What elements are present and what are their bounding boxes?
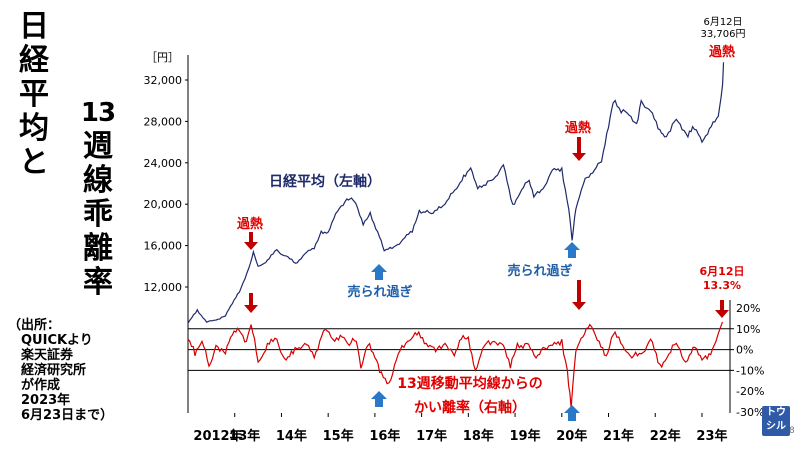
page-number: 8: [789, 426, 795, 436]
right-tick-label: -30%: [736, 406, 764, 419]
annotation-arrows: [244, 137, 729, 421]
x-tick-label: 16年: [369, 428, 400, 444]
annotation-dev-value: 13.3%: [703, 279, 741, 292]
deviation-series-label-1: 13週移動平均線からの: [397, 375, 542, 392]
arrow-overheat-2013-lower-head: [244, 305, 258, 313]
arrow-oversold-2016-lower: [375, 399, 383, 407]
title-char: 均: [19, 111, 49, 146]
x-tick-label: 2012年: [193, 428, 242, 444]
x-tick-label: 17年: [416, 428, 447, 444]
annotation-oversold-2016: 売られ過ぎ: [347, 284, 412, 300]
left-tick-label: 32,000: [144, 74, 183, 87]
annotation-overheat-2013: 過熱: [236, 216, 263, 232]
right-tick-label: 10%: [736, 323, 760, 336]
deviation-line: [187, 321, 724, 408]
left-tick-label: 28,000: [144, 115, 183, 128]
arrow-oversold-2020-lower: [568, 413, 576, 421]
arrow-oversold-2016-upper: [375, 272, 383, 280]
arrow-overheat-2020-upper-head: [572, 153, 586, 161]
arrow-overheat-2020-lower-head: [572, 302, 586, 310]
arrow-overheat-2013-upper-head: [244, 242, 258, 250]
right-tick-label: 20%: [736, 302, 760, 315]
right-tick-label: -10%: [736, 364, 764, 377]
x-tick-label: 13年: [229, 428, 260, 444]
title-char: 線: [83, 163, 113, 198]
arrow-oversold-2020-lower-head: [564, 405, 580, 413]
x-tick-label: 20年: [556, 428, 587, 444]
title-char: 日: [19, 9, 49, 44]
chart-grid: [187, 55, 734, 413]
annotation-overheat-top: 過熱: [708, 44, 735, 60]
title-char: 平: [19, 77, 49, 112]
x-tick-label: 14年: [276, 428, 307, 444]
annotation-top-date: 6月12日: [703, 16, 742, 28]
left-tick-label: 12,000: [144, 281, 183, 294]
title-char: 週: [83, 129, 113, 164]
arrow-oversold-2016-upper-head: [371, 264, 387, 272]
title-13week-deviation-vertical: 13 週線乖離率: [80, 96, 116, 300]
arrow-dev-top-head: [715, 310, 729, 318]
x-tick-label: 19年: [510, 428, 541, 444]
title-char: 率: [83, 265, 113, 300]
title-nikkei-vertical: 日経平均と: [16, 10, 52, 180]
x-tick-label: 15年: [323, 428, 354, 444]
x-tick-label: 22年: [650, 428, 681, 444]
deviation-series-label-2: かい離率（右軸）: [414, 399, 526, 416]
left-tick-label: 16,000: [144, 240, 183, 253]
left-axis-ticks: 12,000 16,000 20,000 24,000 28,000 32,000: [144, 74, 188, 294]
arrow-oversold-2020-upper-head: [564, 242, 580, 250]
annotation-top-value: 33,706円: [701, 29, 746, 40]
title-char: 乖: [83, 197, 113, 232]
right-tick-label: -20%: [736, 385, 764, 398]
title-char: 離: [83, 231, 113, 266]
annotation-overheat-2020: 過熱: [564, 120, 591, 136]
series-lines: [187, 62, 725, 408]
title-char: と: [19, 145, 49, 180]
annotation-dev-date: 6月12日: [700, 265, 745, 278]
arrow-oversold-2016-lower-head: [371, 391, 387, 399]
brand-logo: トウシル: [762, 406, 790, 436]
x-tick-label: 18年: [463, 428, 494, 444]
left-tick-label: 20,000: [144, 198, 183, 211]
nikkei-series-label: 日経平均（左軸）: [269, 173, 381, 190]
annotation-oversold-2020: 売られ過ぎ: [507, 263, 572, 279]
title-char: 経: [19, 43, 49, 78]
left-axis-unit: ［円］: [146, 51, 179, 64]
right-axis-ticks: 20% 10% 0% -10% -20% -30%: [736, 302, 764, 419]
source-note: （出所： QUICKより 楽天証券 経済研究所 が作成 2023年 6月23日ま…: [8, 318, 114, 423]
title-char: 13: [80, 98, 116, 128]
nikkei-line: [187, 62, 725, 324]
x-tick-label: 21年: [603, 428, 634, 444]
x-tick-label: 23年: [696, 428, 727, 444]
right-tick-label: 0%: [736, 344, 753, 357]
arrow-oversold-2020-upper: [568, 250, 576, 258]
left-tick-label: 24,000: [144, 157, 183, 170]
